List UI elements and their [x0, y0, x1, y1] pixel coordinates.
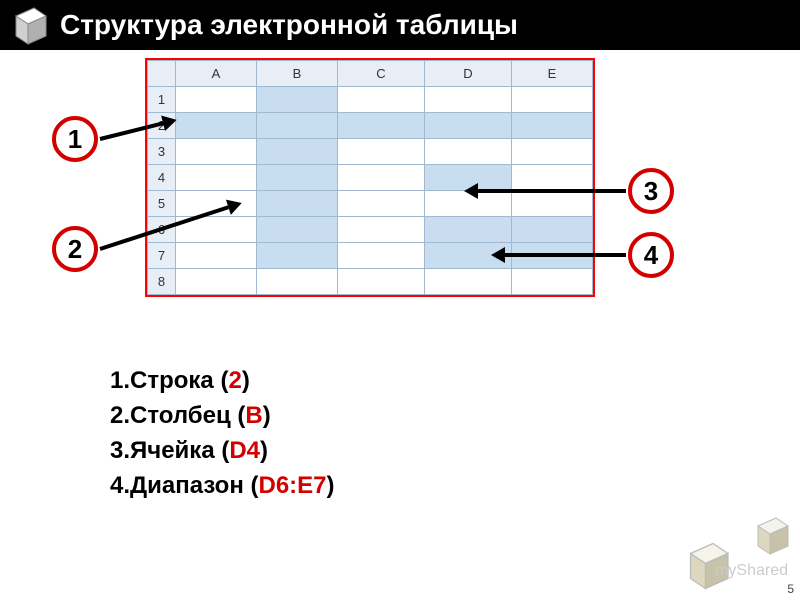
cube-icon — [748, 512, 796, 560]
slide-number: 5 — [787, 582, 794, 596]
arrow-icon — [505, 253, 626, 257]
callout-badge: 3 — [628, 168, 674, 214]
watermark-text: myShared — [715, 562, 788, 580]
spreadsheet-table: ABCDE12345678 — [147, 60, 593, 295]
arrow-icon — [478, 189, 626, 193]
legend-item: 4.Диапазон (D6:E7) — [110, 472, 335, 500]
title-bar: Структура электронной таблицы — [0, 0, 800, 50]
content-area: ABCDE12345678 1.Строка (2) 2.Столбец (В) 3… — [0, 50, 800, 600]
page-title: Структура электронной таблицы — [60, 9, 518, 41]
callout-badge: 2 — [52, 226, 98, 272]
legend: 1.Строка (2) 2.Столбец (В) 3.Ячейка (D4) 4.… — [110, 360, 335, 507]
legend-item: 2.Столбец (В) — [110, 402, 335, 430]
legend-item: 3.Ячейка (D4) — [110, 437, 335, 465]
callout-badge: 1 — [52, 116, 98, 162]
legend-item: 1.Строка (2) — [110, 367, 335, 395]
cube-icon — [6, 2, 54, 50]
callout-badge: 4 — [628, 232, 674, 278]
spreadsheet-frame: ABCDE12345678 — [145, 58, 595, 297]
